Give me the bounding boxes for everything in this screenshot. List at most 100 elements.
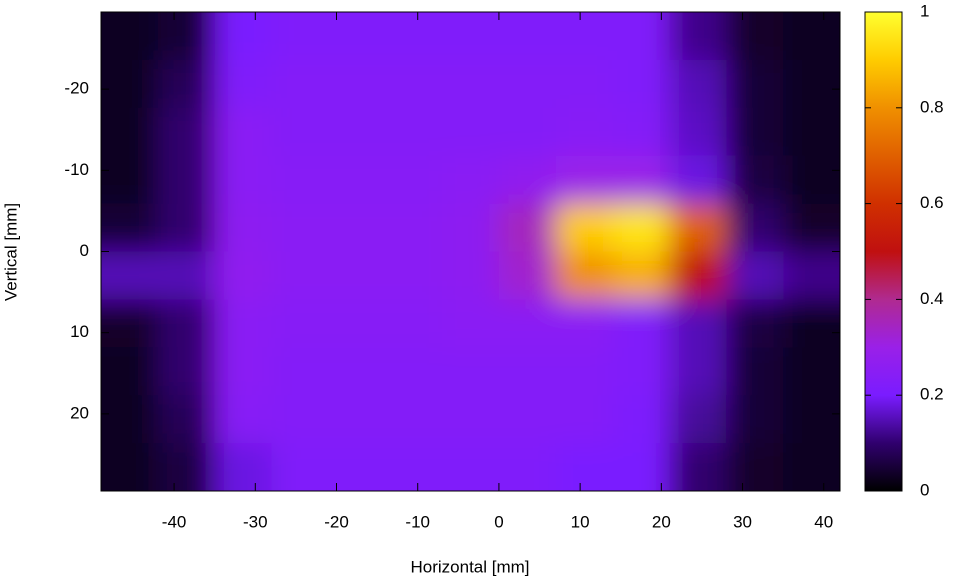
heat-cell: [555, 203, 614, 252]
colorbar: [864, 11, 903, 492]
heat-cell: [271, 59, 329, 109]
heat-cell: [612, 155, 670, 205]
heat-cell: [214, 395, 273, 444]
heat-cell: [783, 12, 840, 61]
heatmap: [101, 12, 840, 491]
heat-cell: [612, 59, 670, 109]
heat-cell: [783, 107, 840, 157]
heat-cell: [385, 107, 443, 157]
heat-cell: [328, 443, 386, 491]
heat-cell: [498, 395, 557, 444]
heat-cell: [101, 395, 159, 444]
heat-cell: [101, 107, 159, 157]
heat-cell: [442, 251, 500, 300]
heat-cell: [101, 251, 159, 300]
x-tick-label: 40: [814, 512, 833, 531]
heat-cell: [726, 443, 784, 491]
heat-cell: [669, 107, 727, 157]
heat-cell: [328, 12, 386, 61]
heat-cell: [612, 107, 670, 157]
heat-cell: [157, 203, 216, 252]
heat-cell: [726, 155, 784, 205]
heat-cell: [669, 395, 727, 444]
heat-cell: [214, 443, 273, 491]
heat-cell: [726, 12, 784, 61]
heat-cell: [555, 155, 614, 205]
heat-cell: [271, 251, 329, 300]
heat-cell: [157, 155, 216, 205]
heat-cell: [157, 347, 216, 396]
heat-cell: [101, 347, 159, 396]
heat-cell: [498, 443, 557, 491]
y-tick-label: -10: [64, 160, 89, 179]
y-tick-label: 20: [70, 403, 89, 422]
heat-cell: [214, 107, 273, 157]
y-tick-label: 0: [80, 241, 89, 260]
heat-cell: [214, 251, 273, 300]
heat-cell: [726, 395, 784, 444]
heat-cell: [669, 347, 727, 396]
colorbar-tick-label: 0.2: [920, 385, 944, 404]
heat-cell: [328, 107, 386, 157]
heat-cell: [612, 12, 670, 61]
heat-cell: [726, 107, 784, 157]
heat-cell: [101, 443, 159, 491]
heat-cell: [555, 251, 614, 300]
heat-cell: [555, 59, 614, 109]
x-tick-label: -40: [162, 512, 187, 531]
heat-cell: [783, 251, 840, 300]
heat-cell: [328, 395, 386, 444]
colorbar-tick-label: 0.8: [920, 97, 944, 116]
heat-cell: [271, 203, 329, 252]
heat-cell: [271, 12, 329, 61]
heat-cell: [442, 299, 500, 348]
heat-cell: [783, 59, 840, 109]
heat-cell: [555, 12, 614, 61]
heat-cell: [214, 155, 273, 205]
heat-cell: [157, 107, 216, 157]
heat-cell: [555, 395, 614, 444]
heat-cell: [442, 347, 500, 396]
colorbar-tick-label: 0.6: [920, 193, 944, 212]
heat-cell: [101, 155, 159, 205]
heat-cell: [271, 299, 329, 348]
x-tick-label: 30: [733, 512, 752, 531]
heat-cell: [498, 155, 557, 205]
heat-cell: [442, 59, 500, 109]
heat-cell: [669, 59, 727, 109]
heat-cell: [101, 59, 159, 109]
heat-cell: [498, 299, 557, 348]
heat-cell: [385, 59, 443, 109]
colorbar-tick-label: 0: [920, 480, 929, 499]
heat-cell: [783, 347, 840, 396]
heat-cell: [498, 203, 557, 252]
heat-cell: [726, 299, 784, 348]
x-axis-label: Horizontal [mm]: [410, 557, 529, 576]
heat-cell: [271, 395, 329, 444]
heat-cell: [783, 395, 840, 444]
heat-cell: [612, 203, 670, 252]
y-tick-label: 10: [70, 322, 89, 341]
heat-cell: [214, 59, 273, 109]
heat-cell: [157, 12, 216, 61]
heat-cell: [612, 395, 670, 444]
heat-cell: [442, 107, 500, 157]
heat-cell: [669, 12, 727, 61]
heat-cell: [783, 155, 840, 205]
heat-cell: [612, 347, 670, 396]
heat-cell: [669, 443, 727, 491]
heat-cell: [214, 347, 273, 396]
x-tick-label: 20: [652, 512, 671, 531]
heat-cell: [101, 203, 159, 252]
heat-cell: [498, 107, 557, 157]
heat-cell: [328, 59, 386, 109]
heat-cell: [669, 251, 727, 300]
heat-cell: [498, 59, 557, 109]
x-tick-label: 0: [494, 512, 503, 531]
heat-cell: [612, 299, 670, 348]
colorbar-tick-label: 1: [920, 1, 929, 20]
heat-cell: [271, 155, 329, 205]
heat-cell: [726, 203, 784, 252]
heat-cell: [328, 203, 386, 252]
